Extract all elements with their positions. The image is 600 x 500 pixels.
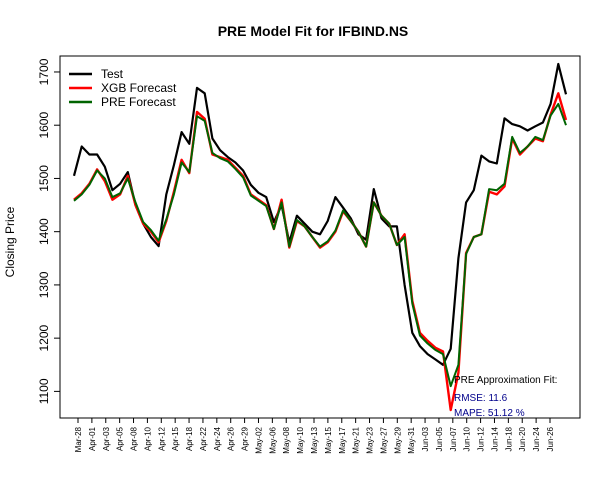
x-tick-label: Apr-10 — [143, 426, 152, 451]
y-tick-label: 1500 — [37, 165, 51, 192]
x-tick-label: May-17 — [338, 426, 347, 453]
x-tick-label: May-21 — [352, 426, 361, 453]
fit-annotation: PRE Approximation Fit: RMSE: 11.6 MAPE: … — [454, 375, 557, 419]
legend: Test XGB Forecast PRE Forecast — [69, 67, 177, 109]
x-tick-label: Apr-05 — [116, 426, 125, 451]
y-axis: 1100 1200 1300 1400 1500 1600 1700 — [37, 58, 60, 404]
x-tick-label: Apr-12 — [157, 426, 166, 451]
x-tick-label: Jun-12 — [477, 426, 486, 451]
x-tick-label: Apr-29 — [241, 426, 250, 451]
x-tick-label: Jun-18 — [504, 426, 513, 451]
x-tick-label: May-31 — [407, 426, 416, 453]
series-group — [72, 62, 568, 412]
x-tick-label: Jun-14 — [490, 426, 499, 451]
x-tick-label: May-02 — [254, 426, 263, 453]
y-tick-label: 1700 — [37, 58, 51, 85]
x-tick-label: Jun-20 — [518, 426, 527, 451]
x-tick-label: Apr-24 — [213, 426, 222, 451]
x-tick-label: Apr-15 — [171, 426, 180, 451]
x-tick-label: Jun-10 — [463, 426, 472, 451]
x-tick-label: Jun-24 — [532, 426, 541, 451]
x-tick-label: Apr-18 — [185, 426, 194, 451]
x-tick-label: Jun-26 — [546, 426, 555, 451]
y-tick-label: 1100 — [37, 378, 51, 404]
y-tick-label: 1600 — [37, 112, 51, 139]
x-tick-label: Apr-03 — [102, 426, 111, 451]
x-tick-label: Apr-22 — [199, 426, 208, 451]
x-tick-label: Apr-08 — [130, 426, 139, 451]
x-tick-label: May-10 — [296, 426, 305, 453]
y-tick-label: 1200 — [37, 324, 51, 351]
y-tick-label: 1300 — [37, 271, 51, 298]
x-tick-label: May-13 — [310, 426, 319, 453]
x-tick-label: Mar-28 — [74, 426, 83, 452]
annotation-heading: PRE Approximation Fit: — [454, 375, 557, 386]
legend-label-xgb: XGB Forecast — [101, 81, 177, 95]
chart-title: PRE Model Fit for IFBIND.NS — [218, 23, 409, 39]
x-tick-label: Jun-07 — [449, 426, 458, 451]
x-tick-label: May-29 — [393, 426, 402, 453]
plot-frame — [59, 55, 581, 419]
x-axis: Mar-28 Apr-01 Apr-03 Apr-05 Apr-08 Apr-10 Apr-… — [74, 418, 555, 454]
x-tick-label: Apr-01 — [88, 426, 97, 451]
x-tick-label: May-08 — [282, 426, 291, 453]
x-tick-label: May-23 — [366, 426, 375, 453]
annotation-mape: MAPE: 51.12 % — [454, 408, 525, 419]
series-line-pre-forecast — [73, 102, 567, 388]
x-tick-label: May-27 — [379, 426, 388, 453]
series-line-xgb-forecast — [73, 92, 568, 412]
legend-label-test: Test — [101, 67, 124, 81]
x-tick-label: May-06 — [268, 426, 277, 453]
annotation-rmse: RMSE: 11.6 — [454, 393, 508, 404]
series-line-test — [72, 62, 568, 366]
x-tick-label: Jun-03 — [421, 426, 430, 451]
x-tick-label: Jun-05 — [435, 426, 444, 451]
x-tick-label: Apr-26 — [227, 426, 236, 451]
y-tick-label: 1400 — [37, 218, 51, 245]
legend-label-pre: PRE Forecast — [101, 95, 176, 109]
x-tick-label: May-15 — [324, 426, 333, 453]
y-axis-label: Closing Price — [3, 206, 17, 277]
